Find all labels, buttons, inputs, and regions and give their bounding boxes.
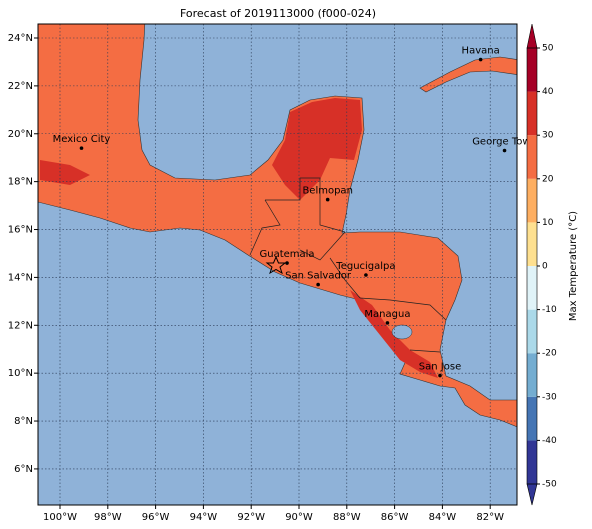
- y-tick-label: 20°N: [8, 129, 33, 140]
- lake: [391, 324, 413, 340]
- colorbar-segment: [527, 353, 537, 397]
- city-marker: [316, 282, 320, 287]
- land-cuba: [419, 56, 517, 93]
- colorbar-tick-label: -30: [542, 392, 557, 402]
- colorbar-tick-label: -10: [542, 305, 557, 315]
- y-tick-label: 14°N: [8, 272, 33, 283]
- city-label: Tegucigalpa: [335, 261, 395, 272]
- warm-region: [40, 160, 90, 185]
- city-marker: [478, 57, 483, 62]
- colorbar: -50 -40 -30 -20 -10 0 10 20 30 40 50: [526, 23, 557, 506]
- x-tick-label: 86°W: [381, 512, 409, 523]
- city-label: Managua: [364, 309, 410, 320]
- colorbar-tick-label: 50: [542, 44, 554, 54]
- x-tick-label: 94°W: [190, 512, 218, 523]
- y-tick-label: 10°N: [8, 368, 33, 379]
- colorbar-tick-label: 0: [542, 262, 548, 272]
- y-tick-label: 16°N: [8, 225, 33, 236]
- colorbar-tick-label: -20: [542, 349, 557, 359]
- y-tick-label: 18°N: [8, 177, 33, 188]
- colorbar-label: Max Temperature (°C): [568, 211, 579, 321]
- cities: [79, 57, 507, 378]
- city-marker: [325, 197, 330, 202]
- colorbar-segment: [527, 266, 537, 310]
- colorbar-tick-label: 40: [542, 87, 554, 97]
- colorbar-segment: [527, 135, 537, 179]
- colorbar-extend-bottom: [526, 483, 538, 506]
- x-tick-label: 88°W: [333, 512, 361, 523]
- y-tick-label: 12°N: [8, 320, 33, 331]
- city-marker: [285, 261, 289, 265]
- x-tick-label: 90°W: [285, 512, 313, 523]
- x-tick-label: 100°W: [43, 512, 77, 523]
- y-tick-label: 22°N: [8, 81, 33, 92]
- colorbar-segment: [527, 396, 537, 441]
- map-area: [38, 24, 517, 505]
- city-label: San Jose: [419, 362, 461, 373]
- city-labels: Havana Mexico City George Town Belmopan Guat…: [53, 46, 537, 373]
- colorbar-tick-label: 30: [542, 131, 554, 141]
- city-marker: [385, 321, 390, 325]
- x-tick-label: 98°W: [94, 512, 122, 523]
- city-label: San Salvador: [285, 271, 352, 282]
- x-tick-label: 82°W: [476, 512, 504, 523]
- y-tick-label: 8°N: [14, 416, 33, 427]
- x-tick-label: 92°W: [237, 512, 265, 523]
- city-marker: [502, 148, 507, 153]
- y-tick-label: 24°N: [8, 33, 33, 44]
- colorbar-tick-label: -50: [542, 480, 557, 490]
- colorbar-tick-label: 20: [542, 174, 554, 184]
- city-label: Havana: [462, 46, 500, 57]
- city-label: Mexico City: [53, 134, 111, 145]
- country-border: [249, 177, 447, 353]
- city-label: Belmopan: [302, 186, 352, 197]
- map-title: Forecast of 2019113000 (f000-024): [180, 7, 376, 20]
- x-tick-label: 96°W: [142, 512, 170, 523]
- y-tick-label: 6°N: [14, 464, 33, 475]
- city-label: George Town: [472, 137, 537, 148]
- colorbar-segment: [527, 48, 537, 92]
- city-marker: [438, 373, 442, 378]
- colorbar-tick-label: -40: [542, 436, 557, 446]
- colorbar-tick-label: 10: [542, 218, 554, 228]
- axes: 100°W 98°W 96°W 94°W 92°W 90°W 88°W 86°W 84°W 82°…: [8, 33, 504, 523]
- graticule: [38, 24, 517, 505]
- x-tick-label: 84°W: [429, 512, 457, 523]
- colorbar-segment: [527, 91, 537, 136]
- capital-star: [265, 255, 287, 275]
- city-marker: [364, 273, 368, 277]
- colorbar-segment: [527, 178, 537, 223]
- colorbar-segment: [527, 309, 537, 354]
- city-label: Guatemala: [260, 249, 315, 260]
- colorbar-segment: [527, 222, 537, 266]
- city-marker: [79, 146, 84, 150]
- warm-region: [272, 98, 362, 200]
- map-frame: [37, 23, 518, 506]
- colorbar-segment: [527, 440, 537, 484]
- colorbar-extend-top: [526, 23, 538, 49]
